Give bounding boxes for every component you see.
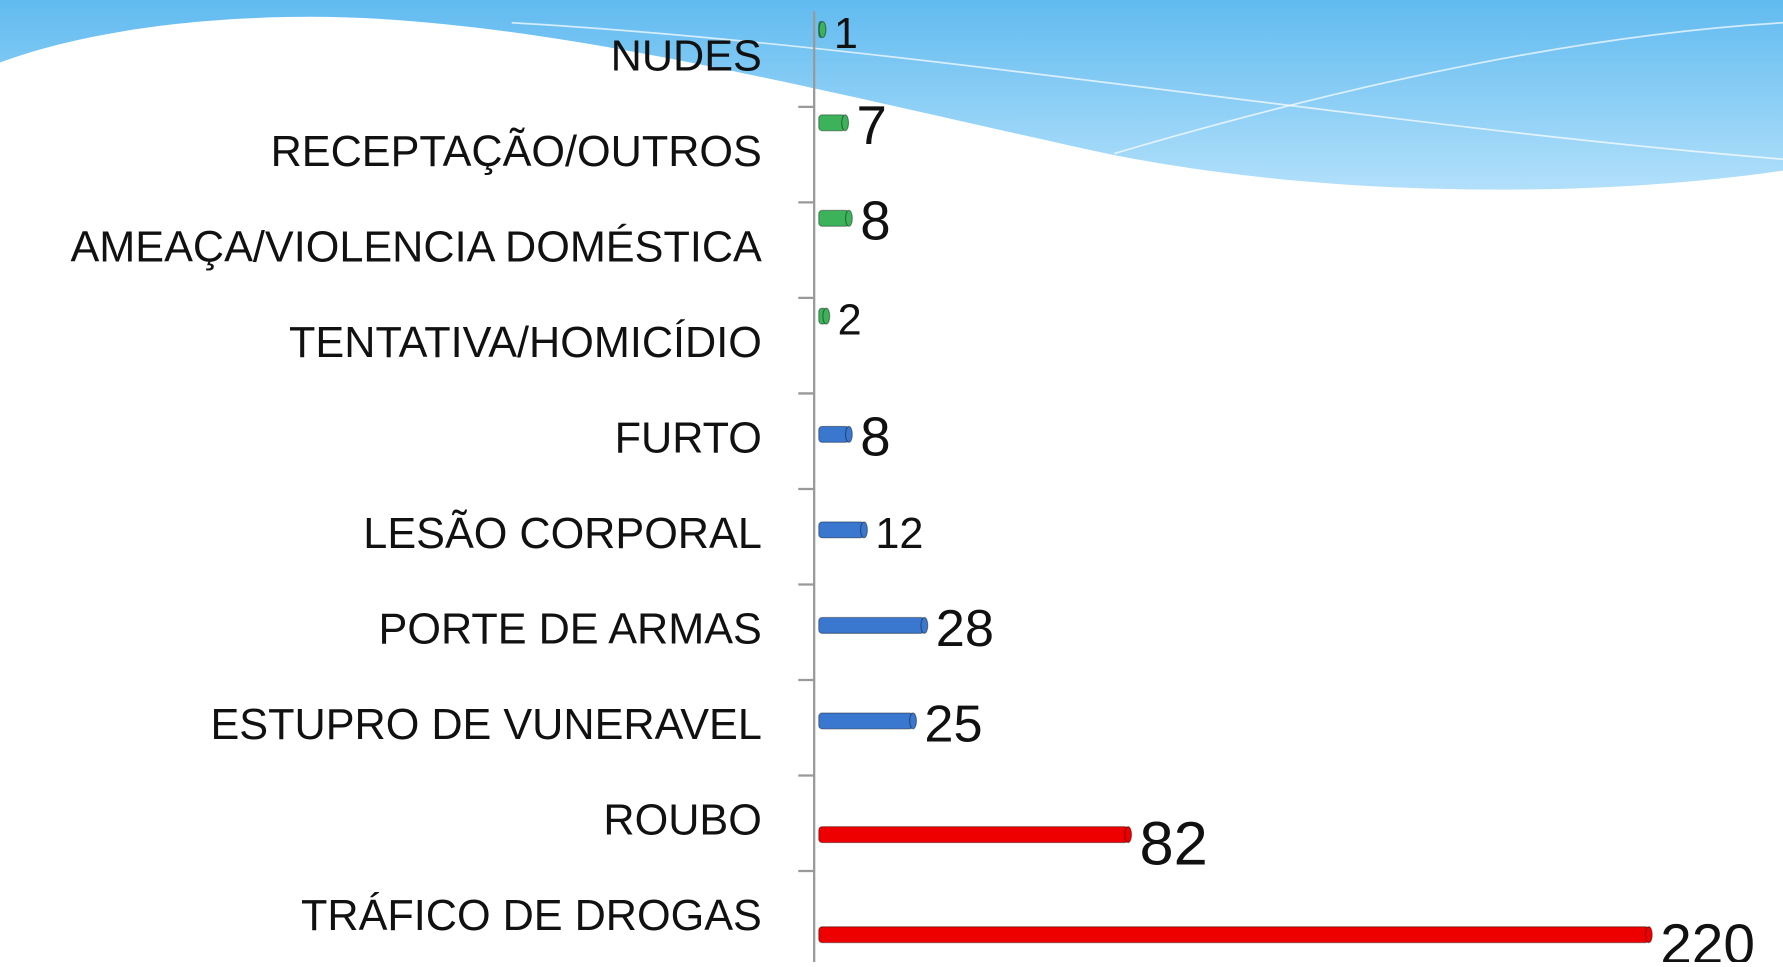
- bar-cap: [920, 616, 929, 634]
- bar-cap: [844, 209, 853, 227]
- data-label: 8: [860, 191, 890, 252]
- bar: [818, 521, 865, 539]
- category-label: NUDES: [611, 33, 762, 81]
- bar: [818, 712, 914, 730]
- data-label: 25: [924, 696, 982, 754]
- category-label: PORTE DE ARMAS: [379, 606, 762, 654]
- data-label: 8: [860, 407, 890, 468]
- data-label: 2: [838, 296, 862, 344]
- bar: [818, 425, 850, 443]
- background-wave-line: [511, 21, 1783, 161]
- category-label: AMEAÇA/VIOLENCIA DOMÉSTICA: [70, 224, 762, 272]
- category-label: ESTUPRO DE VUNERAVEL: [210, 701, 761, 749]
- category-label: RECEPTAÇÃO/OUTROS: [271, 128, 762, 176]
- background-wave-line: [1114, 21, 1783, 155]
- bar: [818, 616, 925, 634]
- data-label: 82: [1139, 810, 1207, 879]
- bar: [818, 209, 850, 227]
- bar-cap: [844, 425, 853, 443]
- bar-cap: [1124, 826, 1133, 844]
- data-label: 7: [857, 95, 887, 156]
- data-label: 1: [834, 10, 858, 58]
- background-wave: [0, 0, 1783, 190]
- bar-cap: [841, 114, 850, 132]
- category-label: ROUBO: [603, 797, 761, 845]
- category-label: FURTO: [615, 415, 762, 463]
- bar-cap: [818, 21, 827, 39]
- bar-cap: [822, 307, 831, 325]
- bar-cap: [1644, 926, 1653, 944]
- bar: [818, 926, 1650, 944]
- data-label: 28: [936, 600, 994, 658]
- category-label: TRÁFICO DE DROGAS: [301, 892, 762, 940]
- category-label: LESÃO CORPORAL: [363, 510, 762, 558]
- data-label: 12: [875, 510, 923, 558]
- bar: [818, 826, 1129, 844]
- bar-cap: [860, 521, 868, 539]
- category-label: TENTATIVA/HOMICÍDIO: [289, 319, 762, 367]
- data-label: 220: [1660, 913, 1755, 962]
- bar-cap: [909, 712, 918, 730]
